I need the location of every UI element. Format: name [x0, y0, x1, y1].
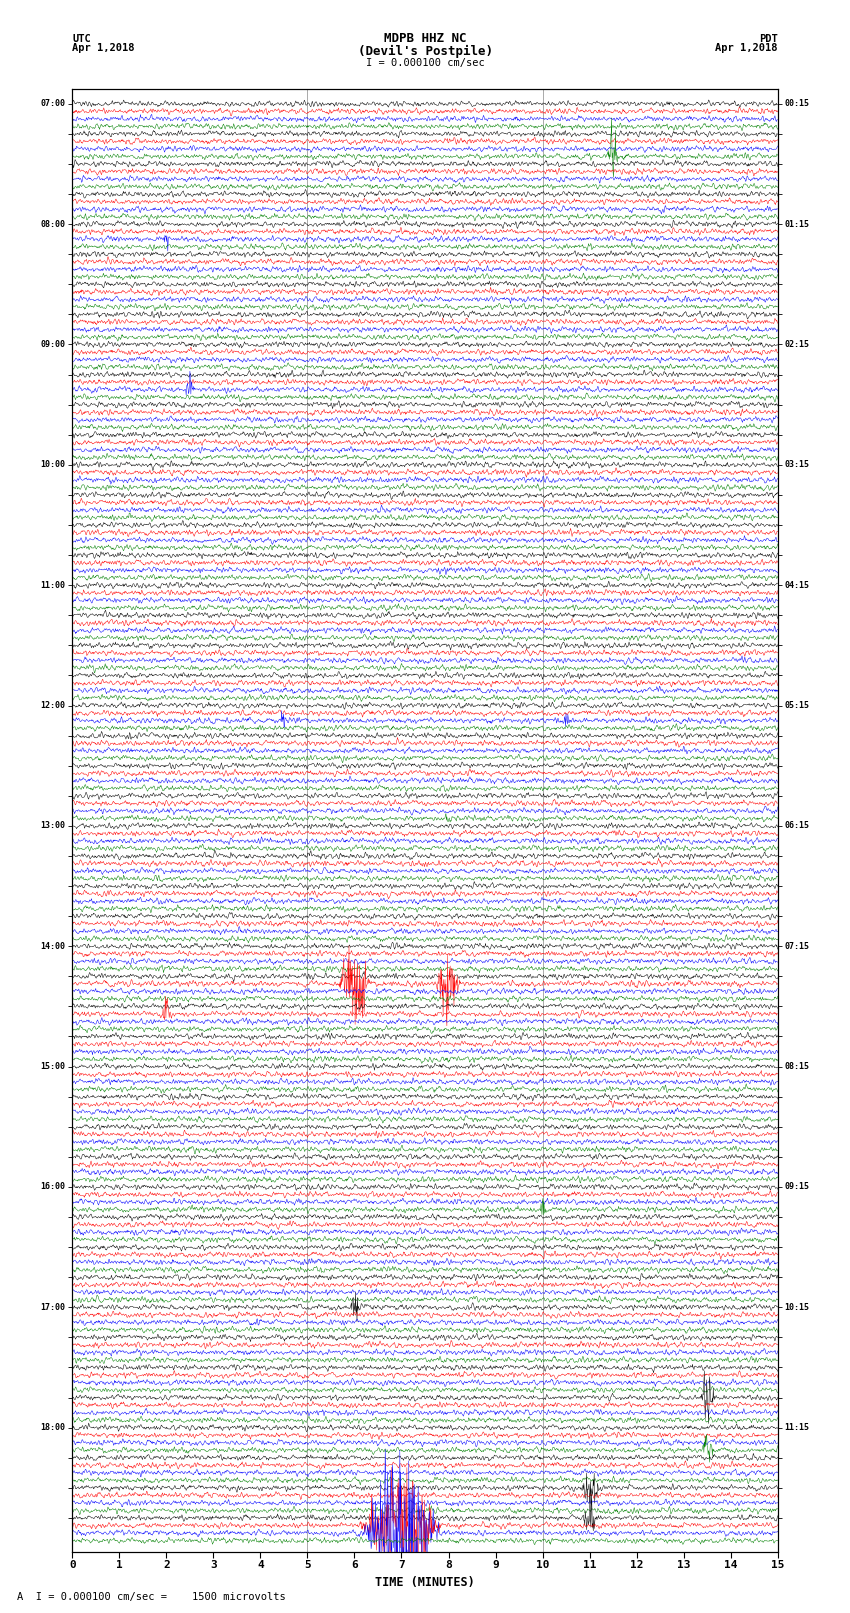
X-axis label: TIME (MINUTES): TIME (MINUTES) — [375, 1576, 475, 1589]
Text: UTC: UTC — [72, 34, 91, 44]
Text: (Devil's Postpile): (Devil's Postpile) — [358, 45, 492, 58]
Text: MDPB HHZ NC: MDPB HHZ NC — [383, 32, 467, 45]
Text: Apr 1,2018: Apr 1,2018 — [715, 44, 778, 53]
Text: PDT: PDT — [759, 34, 778, 44]
Text: I = 0.000100 cm/sec: I = 0.000100 cm/sec — [366, 58, 484, 68]
Text: Apr 1,2018: Apr 1,2018 — [72, 44, 135, 53]
Text: A  I = 0.000100 cm/sec =    1500 microvolts: A I = 0.000100 cm/sec = 1500 microvolts — [17, 1592, 286, 1602]
